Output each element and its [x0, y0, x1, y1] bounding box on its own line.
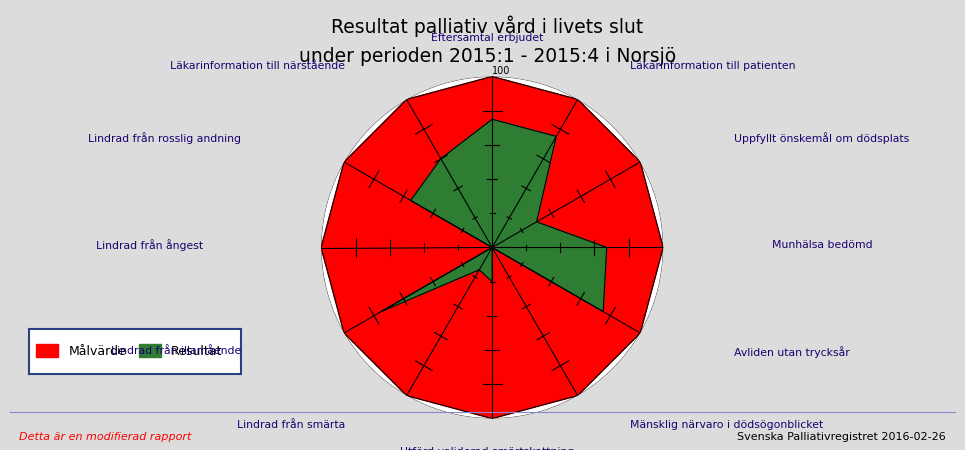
Polygon shape: [381, 119, 607, 312]
Legend: Målvärde, Resultat: Målvärde, Resultat: [31, 339, 228, 363]
Text: Detta är en modifierad rapport: Detta är en modifierad rapport: [19, 432, 192, 442]
Text: Eftersamtal erbjudet: Eftersamtal erbjudet: [431, 33, 543, 44]
Text: Lindrad från illamående: Lindrad från illamående: [111, 346, 241, 356]
Text: Uppfyllt önskemål om dödsplats: Uppfyllt önskemål om dödsplats: [733, 132, 909, 144]
Text: Lindrad från rosslig andning: Lindrad från rosslig andning: [88, 132, 241, 144]
Text: under perioden 2015:1 - 2015:4 i Norsjö: under perioden 2015:1 - 2015:4 i Norsjö: [299, 47, 676, 66]
Text: Läkarinformation till närstående: Läkarinformation till närstående: [170, 60, 345, 71]
Polygon shape: [316, 72, 669, 423]
Text: Avliden utan trycksår: Avliden utan trycksår: [733, 346, 849, 358]
Text: Mänsklig närvaro i dödsögonblicket: Mänsklig närvaro i dödsögonblicket: [629, 420, 823, 430]
Text: Svenska Palliativregistret 2016-02-26: Svenska Palliativregistret 2016-02-26: [737, 432, 946, 442]
Text: Läkarinformation till patienten: Läkarinformation till patienten: [629, 60, 795, 71]
Text: Utförd validerad smärtskattning: Utförd validerad smärtskattning: [400, 447, 574, 450]
Text: Lindrad från ångest: Lindrad från ångest: [96, 239, 203, 251]
Text: Lindrad från smärta: Lindrad från smärta: [236, 420, 345, 430]
Polygon shape: [321, 76, 663, 418]
Polygon shape: [321, 76, 663, 418]
Text: Munhälsa bedömd: Munhälsa bedömd: [772, 240, 872, 250]
Text: Resultat palliativ vård i livets slut: Resultat palliativ vård i livets slut: [331, 16, 644, 37]
